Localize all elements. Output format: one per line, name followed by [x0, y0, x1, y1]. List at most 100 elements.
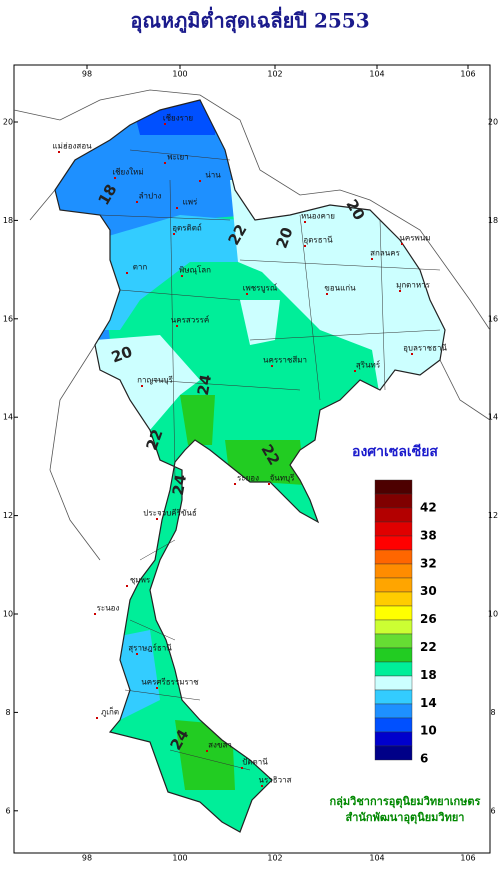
- lon-tick-label: 102: [267, 70, 282, 79]
- legend-swatch: [374, 661, 413, 677]
- place-label: อุตรดิตถ์: [172, 223, 202, 233]
- map-frame: [13, 64, 491, 854]
- place-label: น่าน: [205, 171, 221, 180]
- station-dot: [241, 767, 243, 769]
- station-dot: [136, 653, 138, 655]
- legend-swatch: [374, 521, 413, 537]
- lat-tick-label: 14: [3, 413, 13, 422]
- station-dot: [58, 151, 60, 153]
- legend-swatch: [374, 717, 413, 733]
- lon-tick-label: 106: [460, 70, 475, 79]
- station-dot: [304, 245, 306, 247]
- lon-tick-label: 100: [172, 70, 187, 79]
- station-dot: [136, 201, 138, 203]
- lat-tick-label: 20: [488, 118, 498, 127]
- legend-swatch: [374, 549, 413, 565]
- place-label: นราธิวาส: [258, 776, 291, 785]
- station-dot: [141, 385, 143, 387]
- station-dot: [401, 243, 403, 245]
- lat-tick-label: 20: [3, 118, 13, 127]
- legend-label: 26: [420, 612, 437, 626]
- place-label: อุดรธานี: [303, 236, 333, 245]
- lat-tick-label: 16: [488, 314, 498, 323]
- legend-swatch: [374, 577, 413, 593]
- place-label: ประจวบคีรีขันธ์: [143, 508, 197, 518]
- credit-line: กลุ่มวิชาการอุตุนิยมวิทยาเกษตร: [330, 795, 481, 809]
- station-dot: [176, 325, 178, 327]
- legend-swatch: [374, 689, 413, 705]
- station-dot: [156, 518, 158, 520]
- lat-tick-label: 8: [490, 708, 495, 717]
- lat-tick-label: 14: [488, 413, 498, 422]
- legend-swatch: [374, 591, 413, 607]
- place-label: กาญจนบุรี: [137, 376, 173, 385]
- lat-tick-label: 8: [5, 708, 10, 717]
- place-label: เชียงราย: [163, 114, 193, 123]
- station-dot: [96, 717, 98, 719]
- station-dot: [164, 162, 166, 164]
- place-label: เพชรบูรณ์: [243, 283, 278, 294]
- place-label: ชุมพร: [130, 576, 151, 585]
- legend-swatch: [374, 745, 413, 761]
- place-label: เชียงใหม่: [112, 168, 143, 177]
- lat-tick-label: 10: [3, 610, 13, 619]
- station-dot: [199, 180, 201, 182]
- place-label: นครสวรรค์: [171, 315, 209, 325]
- lon-tick-label: 100: [172, 854, 187, 863]
- place-label: หนองคาย: [301, 212, 335, 221]
- temperature-zones: [55, 100, 445, 832]
- legend-title: องศาเซลเซียส: [352, 444, 438, 460]
- legend-swatch: [374, 703, 413, 719]
- legend: องศาเซลเซียส 42 38 32 30 26 22 18 14 10 6: [352, 444, 438, 766]
- place-label: สุราษฎร์ธานี: [128, 643, 172, 653]
- place-label: พะเยา: [167, 153, 188, 162]
- station-dot: [271, 365, 273, 367]
- place-label: พิษณุโลก: [179, 265, 211, 275]
- contour-label: 24: [169, 473, 190, 497]
- station-dot: [126, 585, 128, 587]
- legend-label: 6: [420, 752, 428, 766]
- lat-tick-label: 18: [488, 216, 498, 225]
- title: อุณหภูมิต่ำสุดเฉลี่ยปี 2553: [130, 6, 369, 35]
- place-label: มุกดาหาร: [396, 281, 431, 290]
- place-label: สกลนคร: [370, 249, 400, 258]
- legend-label: 10: [420, 724, 437, 738]
- place-label: สงขลา: [208, 741, 232, 750]
- lat-tick-label: 6: [5, 806, 10, 815]
- station-dot: [114, 177, 116, 179]
- legend-swatch: [374, 479, 413, 495]
- legend-label: 30: [420, 584, 437, 598]
- station-dot: [411, 353, 413, 355]
- place-label: อุบลราชธานี: [403, 344, 447, 353]
- legend-label: 38: [420, 528, 437, 542]
- legend-swatch: [374, 675, 413, 691]
- lon-tick-label: 104: [369, 854, 384, 863]
- lon-tick-label: 106: [460, 854, 475, 863]
- place-label: จันทบุรี: [270, 474, 296, 483]
- legend-swatch: [374, 535, 413, 551]
- legend-swatch: [374, 563, 413, 579]
- place-label: ระยอง: [237, 474, 259, 483]
- lat-tick-label: 18: [3, 216, 13, 225]
- legend-label: 22: [420, 640, 437, 654]
- station-dot: [176, 207, 178, 209]
- lat-tick-label: 12: [488, 511, 498, 520]
- neighbor-borders: [13, 89, 491, 561]
- station-dot: [268, 483, 270, 485]
- station-dot: [304, 221, 306, 223]
- station-dot: [354, 370, 356, 372]
- station-dot: [206, 750, 208, 752]
- place-label: แพร่: [183, 198, 198, 207]
- station-dot: [371, 258, 373, 260]
- legend-swatch: [374, 507, 413, 523]
- place-label: ขอนแก่น: [324, 284, 356, 293]
- legend-label: 42: [420, 501, 437, 515]
- station-dot: [181, 275, 183, 277]
- place-label: แม่ฮ่องสอน: [52, 142, 92, 151]
- contour-label: 24: [194, 373, 215, 397]
- credit-line: สำนักพัฒนาอุตุนิยมวิทยา: [346, 811, 465, 825]
- legend-swatch: [374, 493, 413, 509]
- station-dot: [164, 123, 166, 125]
- station-dot: [399, 290, 401, 292]
